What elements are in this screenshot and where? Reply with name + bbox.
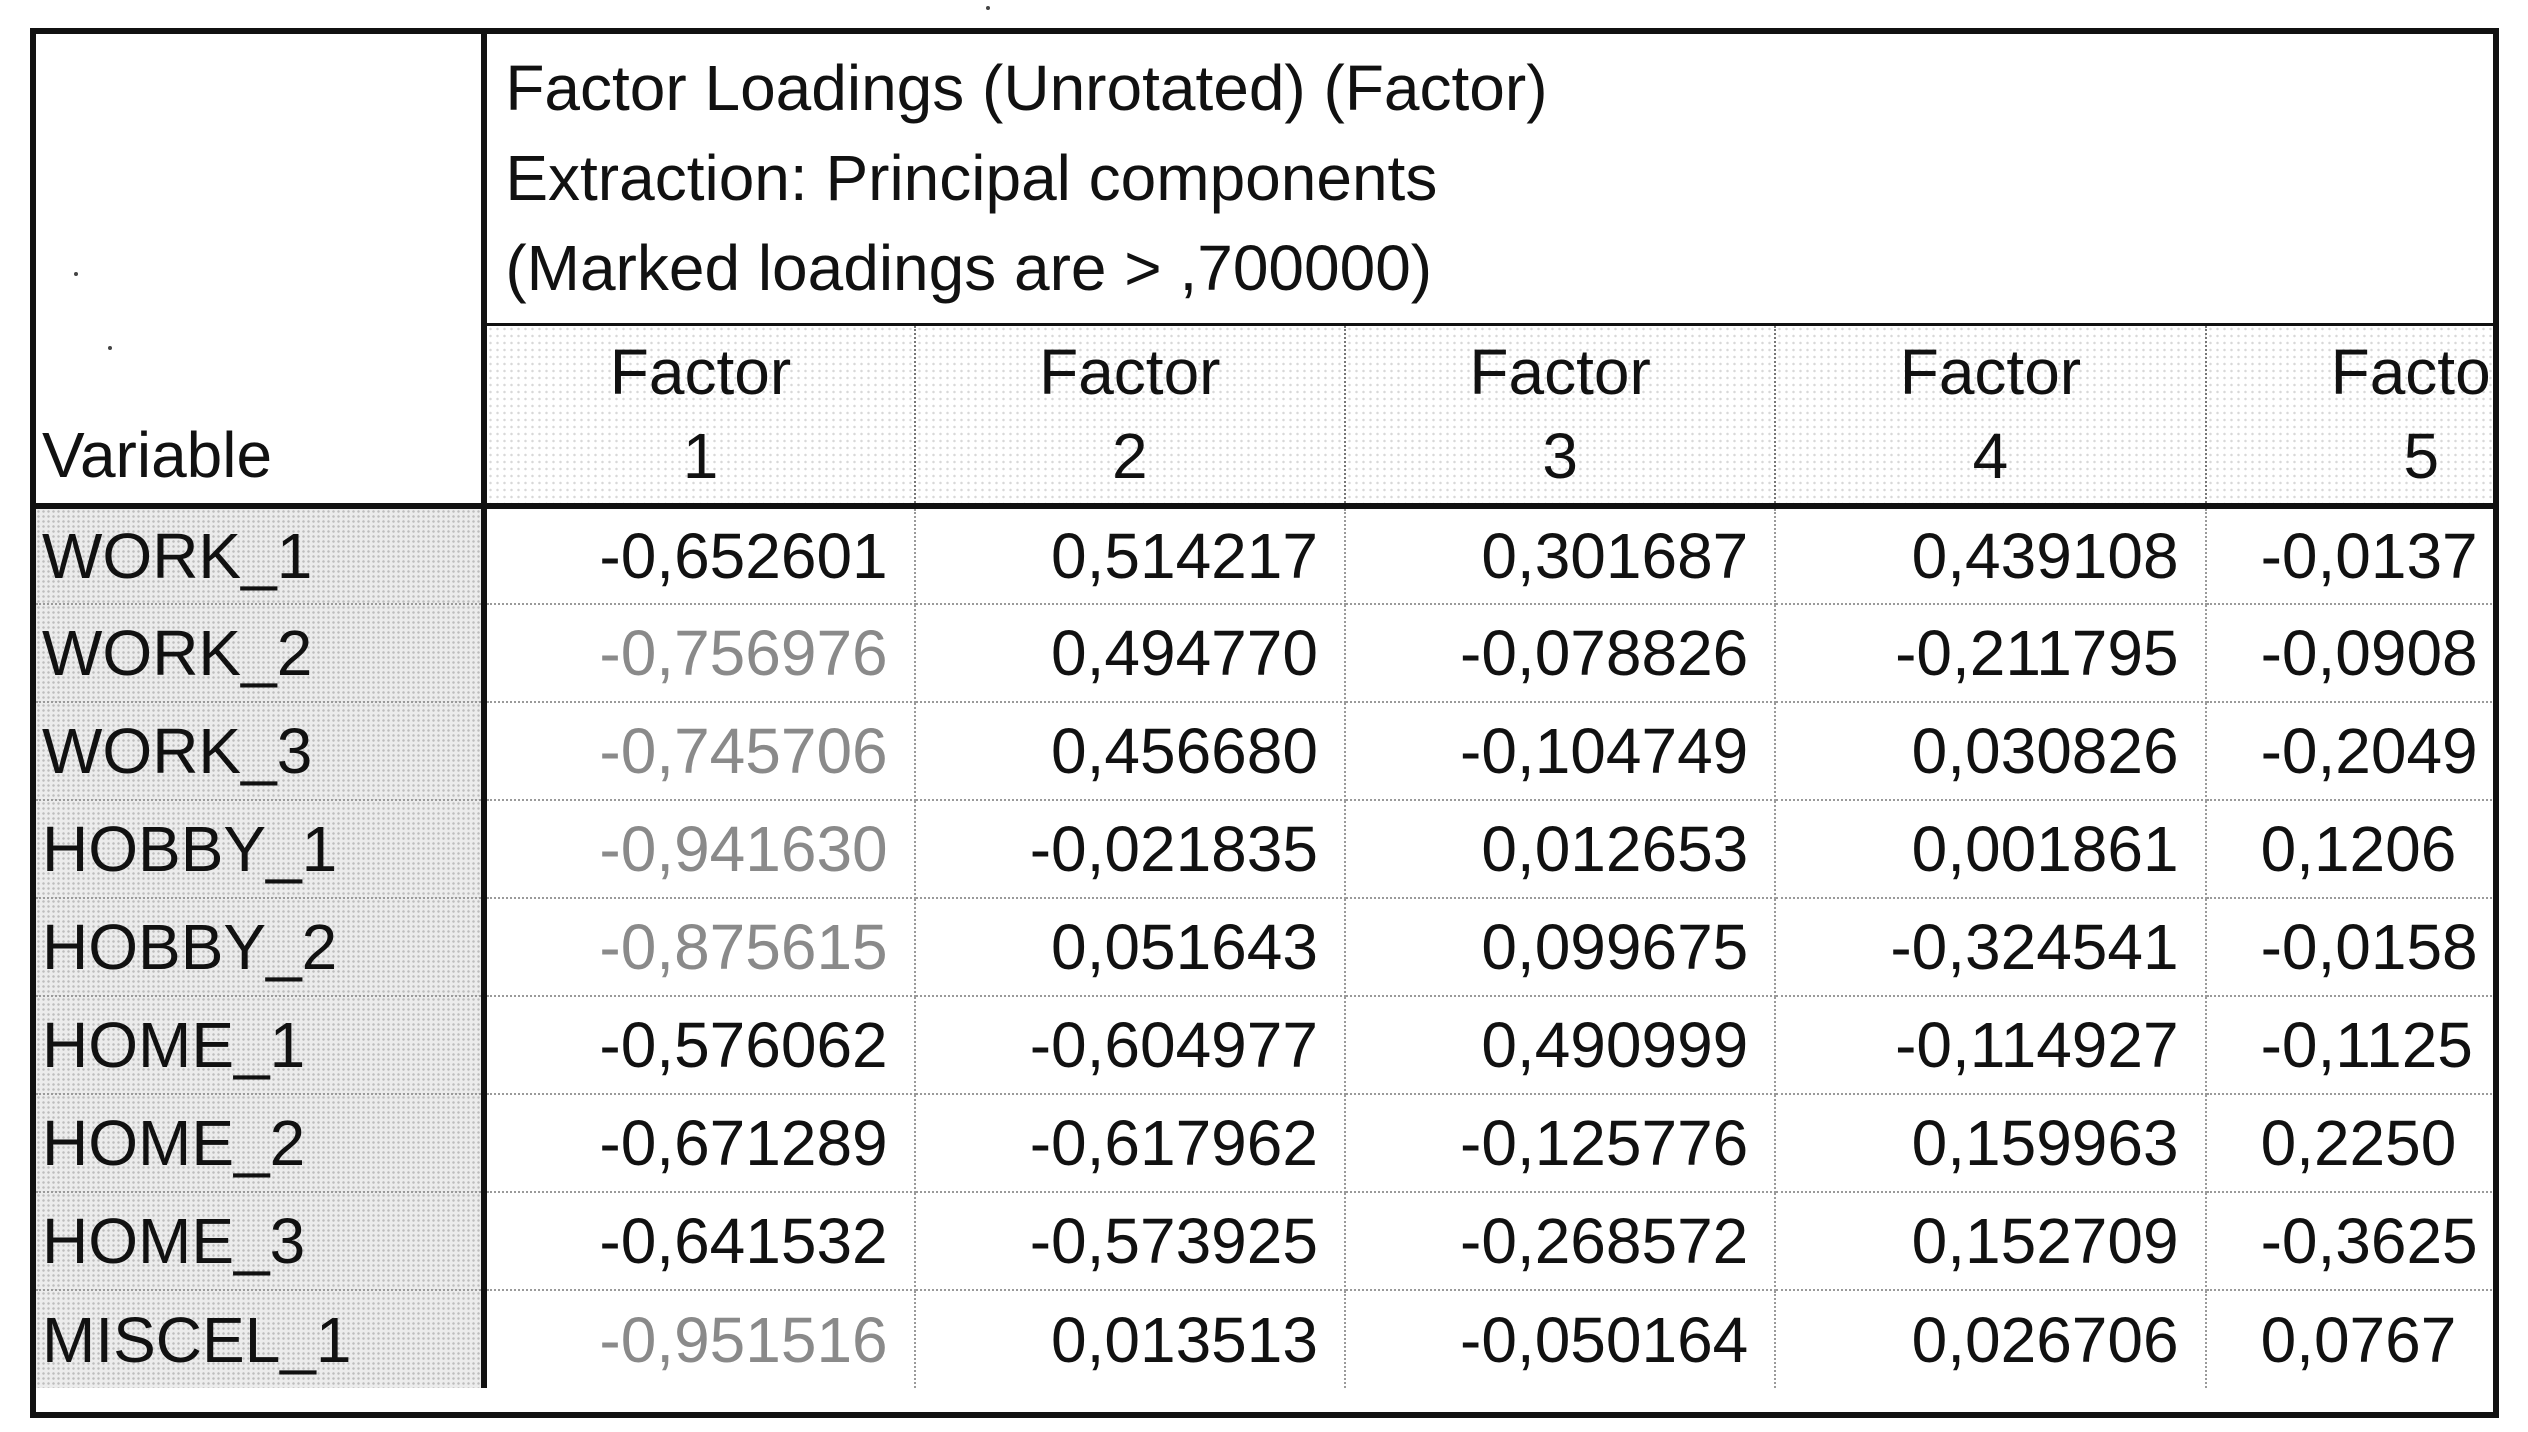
table-title-cell: Factor Loadings (Unrotated) (Factor) Ext… — [481, 34, 2496, 326]
loading-cell-factor-1[interactable]: -0,756976 — [484, 604, 916, 703]
loading-cell-factor-2[interactable]: -0,021835 — [914, 800, 1346, 899]
factor-3-header: Factor 3 — [1343, 324, 1776, 509]
loading-cell-factor-2[interactable]: 0,456680 — [914, 702, 1346, 801]
loading-cell-factor-5[interactable]: -0,0908 — [2205, 604, 2496, 703]
variable-name-cell[interactable]: WORK_1 — [36, 506, 488, 605]
variable-name-cell[interactable]: HOME_3 — [36, 1192, 488, 1291]
table-row[interactable]: HOME_1 -0,576062 -0,604977 0,490999 -0,11492… — [36, 996, 2496, 1095]
factor-4-header-number: 4 — [1972, 420, 2009, 493]
loading-cell-factor-1[interactable]: -0,745706 — [484, 702, 916, 801]
factor-4-header-label: Factor — [1899, 336, 2082, 409]
factor-1-header-number: 1 — [682, 420, 719, 493]
loading-cell-factor-3[interactable]: -0,268572 — [1344, 1192, 1777, 1291]
loading-cell-factor-5[interactable]: -0,0158 — [2205, 898, 2496, 997]
loading-cell-factor-5[interactable]: -0,0137 — [2205, 506, 2496, 605]
loading-cell-factor-3[interactable]: -0,050164 — [1344, 1290, 1777, 1388]
scan-speck — [108, 346, 112, 350]
factor-5-header: Factor 5 — [2204, 324, 2496, 509]
loading-cell-factor-4[interactable]: -0,211795 — [1775, 604, 2207, 703]
loading-cell-factor-3[interactable]: -0,125776 — [1344, 1094, 1777, 1193]
variable-name-cell[interactable]: WORK_2 — [36, 604, 488, 703]
table-row[interactable]: HOME_2 -0,671289 -0,617962 -0,125776 0,15996… — [36, 1094, 2496, 1193]
loading-cell-factor-2[interactable]: 0,494770 — [914, 604, 1346, 703]
loading-cell-factor-1[interactable]: -0,641532 — [484, 1192, 916, 1291]
loading-cell-factor-4[interactable]: 0,152709 — [1775, 1192, 2207, 1291]
loading-cell-factor-2[interactable]: -0,604977 — [914, 996, 1346, 1095]
table-row[interactable]: HOBBY_1 -0,941630 -0,021835 0,012653 0,00186… — [36, 800, 2496, 899]
table-row[interactable]: HOME_3 -0,641532 -0,573925 -0,268572 0,15270… — [36, 1192, 2496, 1291]
factor-1-header: Factor 1 — [481, 324, 915, 509]
factor-1-header-label: Factor — [609, 336, 792, 409]
loading-cell-factor-4[interactable]: 0,001861 — [1775, 800, 2207, 899]
variable-name-cell[interactable]: HOBBY_1 — [36, 800, 488, 899]
loading-cell-factor-1[interactable]: -0,576062 — [484, 996, 916, 1095]
variable-name-cell[interactable]: HOME_1 — [36, 996, 488, 1095]
loading-cell-factor-4[interactable]: 0,159963 — [1775, 1094, 2207, 1193]
table-right-border — [2493, 28, 2499, 1418]
factor-3-header-number: 3 — [1542, 420, 1578, 493]
loading-cell-factor-5[interactable]: 0,0767 — [2260, 1303, 2457, 1376]
loading-cell-factor-4[interactable]: 0,026706 — [1775, 1290, 2207, 1388]
table-row[interactable]: WORK_1 -0,652601 0,514217 0,301687 0,439108-… — [36, 506, 2496, 605]
loading-cell-factor-5[interactable]: -0,3625 — [2205, 1192, 2496, 1291]
loading-cell-factor-1[interactable]: -0,875615 — [484, 898, 916, 997]
variable-header: Variable — [42, 419, 273, 491]
variable-name-cell[interactable]: MISCEL_1 — [36, 1290, 488, 1388]
loading-cell-factor-3[interactable]: 0,301687 — [1344, 506, 1777, 605]
table-body: WORK_1 -0,652601 0,514217 0,301687 0,439108-… — [36, 506, 2496, 1388]
table-row[interactable]: WORK_2 -0,756976 0,494770 -0,078826 -0,21179… — [36, 604, 2496, 703]
loading-cell-factor-3[interactable]: -0,104749 — [1344, 702, 1777, 801]
loading-cell-factor-5[interactable]: -0,1125 — [2205, 996, 2496, 1095]
loading-cell-factor-5[interactable]: 0,1206 — [2205, 800, 2496, 899]
loading-cell-factor-4[interactable]: -0,324541 — [1775, 898, 2207, 997]
table-row[interactable]: HOBBY_2 -0,875615 0,051643 0,099675 -0,32454… — [36, 898, 2496, 997]
table-row[interactable]: MISCEL_1 -0,951516 0,013513 -0,050164 0,0267… — [36, 1290, 2496, 1388]
marked-loadings-note: (Marked loadings are > ,700000) — [505, 232, 1433, 305]
loading-cell-factor-2[interactable]: 0,051643 — [914, 898, 1346, 997]
loading-cell-factor-1[interactable]: -0,941630 — [484, 800, 916, 899]
loading-cell-factor-2[interactable]: -0,617962 — [914, 1094, 1346, 1193]
factor-loadings-table-frame: Variable Factor Loadings (Unrotated) (Fa… — [30, 28, 2496, 1418]
factor-2-header: Factor 2 — [913, 324, 1345, 509]
loading-cell-factor-5[interactable]: 0,2250 — [2205, 1094, 2496, 1193]
variable-name-cell[interactable]: WORK_3 — [36, 702, 488, 801]
table-row[interactable]: WORK_3 -0,745706 0,456680 -0,104749 0,030826… — [36, 702, 2496, 801]
factor-3-header-label: Factor — [1469, 336, 1651, 409]
loading-cell-factor-1[interactable]: -0,951516 — [484, 1290, 916, 1388]
scan-speck — [74, 272, 78, 276]
scan-speck — [986, 6, 990, 10]
factor-loadings-table: Variable Factor Loadings (Unrotated) (Fa… — [36, 34, 2496, 1388]
loading-cell-factor-3[interactable]: -0,078826 — [1344, 604, 1777, 703]
title-row: Variable Factor Loadings (Unrotated) (Fa… — [36, 34, 2496, 509]
loading-cell-factor-4[interactable]: -0,114927 — [1775, 996, 2207, 1095]
loading-cell-factor-3[interactable]: 0,099675 — [1344, 898, 1777, 997]
loading-cell-factor-4[interactable]: 0,030826 — [1775, 702, 2207, 801]
factor-5-header-label: Factor — [2330, 336, 2496, 409]
loading-cell-factor-3[interactable]: 0,490999 — [1344, 996, 1777, 1095]
loading-cell-factor-2[interactable]: -0,573925 — [914, 1192, 1346, 1291]
factor-header-row: Factor 1 Factor 2 Factor 3 Factor 4 Fact… — [36, 324, 2496, 509]
variable-name-cell[interactable]: HOBBY_2 — [36, 898, 488, 997]
loading-cell-factor-1[interactable]: -0,652601 — [484, 506, 916, 605]
table-title: Factor Loadings (Unrotated) (Factor) — [505, 52, 1548, 125]
loading-cell-factor-4[interactable]: 0,439108 — [1775, 506, 2207, 605]
loading-cell-factor-3[interactable]: 0,012653 — [1344, 800, 1777, 899]
factor-2-header-label: Factor — [1039, 336, 1221, 409]
factor-4-header: Factor 4 — [1774, 324, 2206, 509]
loading-cell-factor-2[interactable]: 0,514217 — [914, 506, 1346, 605]
variable-header-cell: Variable — [36, 34, 485, 509]
factor-2-header-number: 2 — [1112, 420, 1148, 493]
factor-5-header-number: 5 — [2403, 420, 2440, 493]
extraction-method: Extraction: Principal components — [505, 142, 1438, 215]
loading-cell-factor-5[interactable]: -0,2049 — [2205, 702, 2496, 801]
variable-name-cell[interactable]: HOME_2 — [36, 1094, 488, 1193]
loading-cell-factor-1[interactable]: -0,671289 — [484, 1094, 916, 1193]
loading-cell-factor-2[interactable]: 0,013513 — [914, 1290, 1346, 1388]
